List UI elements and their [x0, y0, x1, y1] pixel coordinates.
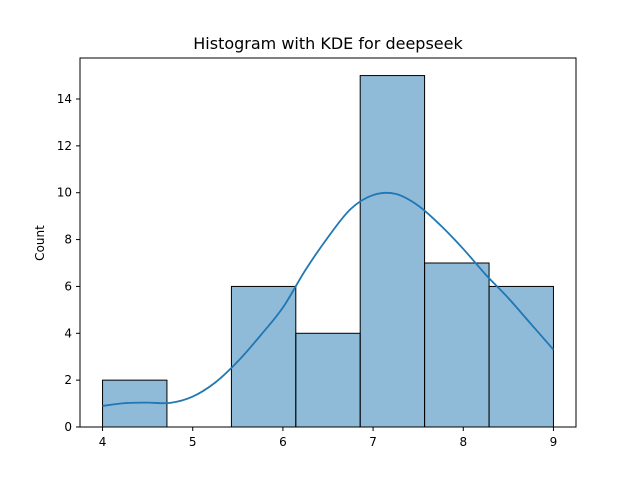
histogram-bar-4 — [359, 75, 426, 428]
histogram-bar-3 — [295, 332, 361, 428]
y-tick-label: 2 — [64, 373, 72, 387]
y-tick-label: 6 — [64, 279, 72, 293]
y-tick-label: 4 — [64, 326, 72, 340]
x-tick-label: 7 — [369, 435, 377, 449]
y-tick-label: 10 — [57, 186, 72, 200]
y-axis-label: Count — [33, 225, 47, 261]
y-tick-label: 12 — [57, 139, 72, 153]
plot-frame — [79, 57, 577, 428]
y-tick-label: 8 — [64, 233, 72, 247]
histogram-bar-6 — [488, 285, 554, 428]
x-tick-label: 9 — [550, 435, 558, 449]
x-tick-label: 5 — [189, 435, 197, 449]
y-tick-label: 0 — [64, 420, 72, 434]
chart-title: Histogram with KDE for deepseek — [193, 34, 463, 53]
x-tick-label: 4 — [99, 435, 107, 449]
x-tick-label: 8 — [459, 435, 467, 449]
x-tick-label: 6 — [279, 435, 287, 449]
histogram-bar-5 — [424, 262, 490, 428]
y-tick-label: 14 — [57, 92, 72, 106]
kde-curve — [102, 191, 555, 407]
